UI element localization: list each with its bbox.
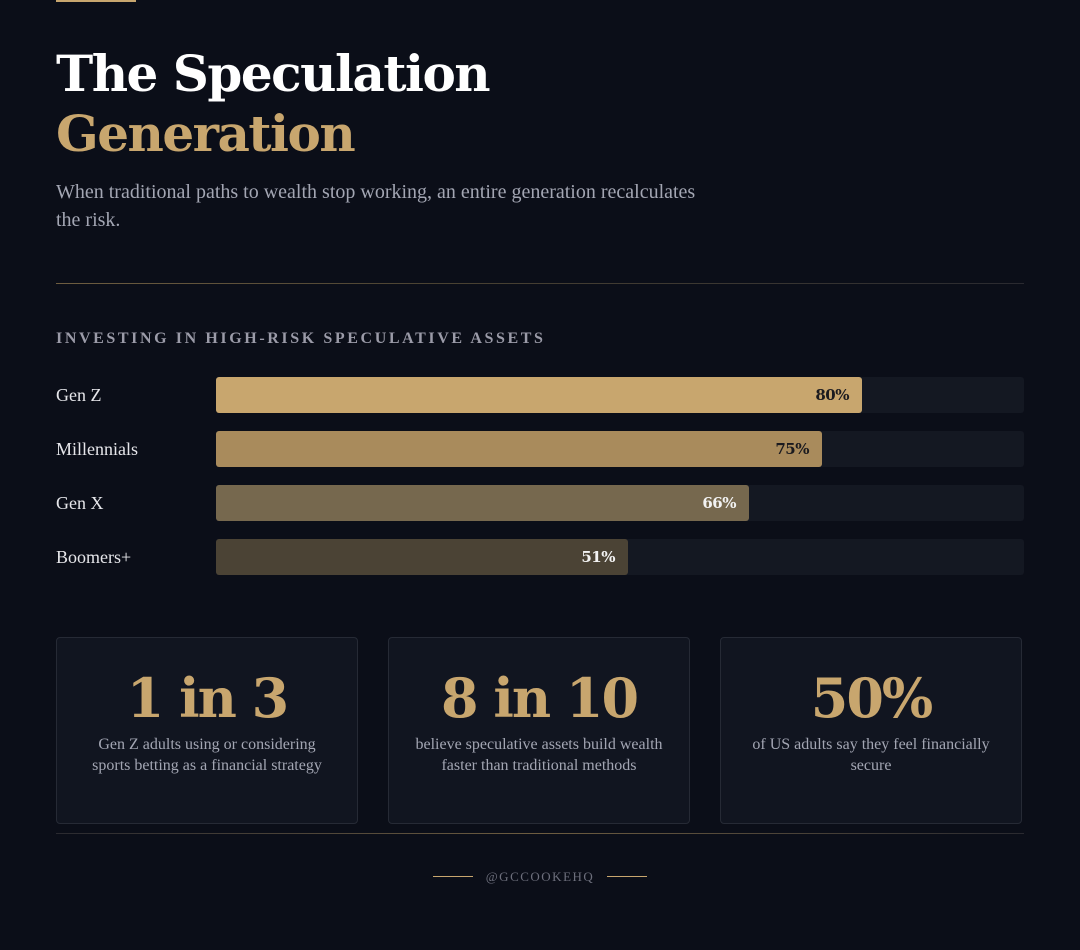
bar-track: 51% <box>216 539 1024 575</box>
stat-number: 1 in 3 <box>126 666 290 730</box>
footer-line-right <box>607 876 648 877</box>
bar-value-label: 80% <box>815 386 849 404</box>
bar-row-gen-x: Gen X 66% <box>56 485 1024 521</box>
stat-description: Gen Z adults using or considering sports… <box>92 736 322 774</box>
top-accent-bar <box>56 0 136 2</box>
footer-line-left <box>432 876 473 877</box>
section-divider <box>56 283 1024 284</box>
bar-track: 75% <box>216 431 1024 467</box>
footer-handle: @GCCOOKEHQ <box>485 868 595 884</box>
stat-card-sports-betting: 1 in 3 Gen Z adults using or considering… <box>56 637 358 824</box>
stat-card-financially-secure: 50% of US adults say they feel financial… <box>720 637 1022 824</box>
bar-category-label: Boomers+ <box>56 547 132 567</box>
footer-divider <box>56 833 1024 834</box>
bar-category-label: Gen X <box>56 493 104 513</box>
bar-category-label: Gen Z <box>56 385 102 405</box>
bar-value-label: 75% <box>775 440 809 458</box>
stat-number: 8 in 10 <box>440 666 639 730</box>
bar-fill: 80% <box>216 377 862 413</box>
footer: @GCCOOKEHQ <box>0 866 1080 886</box>
stat-description: believe speculative assets build wealth … <box>415 736 663 774</box>
stat-description: of US adults say they feel financially s… <box>752 736 990 774</box>
bar-row-boomers: Boomers+ 51% <box>56 539 1024 575</box>
bar-category-label: Millennials <box>56 439 138 459</box>
page-subtitle: When traditional paths to wealth stop wo… <box>56 181 696 231</box>
bar-track: 80% <box>216 377 1024 413</box>
chart-title: INVESTING IN HIGH-RISK SPECULATIVE ASSET… <box>56 330 546 347</box>
title-line-1: The Speculation <box>56 44 491 103</box>
page-title: The Speculation Generation <box>56 44 491 164</box>
bar-row-millennials: Millennials 75% <box>56 431 1024 467</box>
bar-fill: 75% <box>216 431 822 467</box>
bar-track: 66% <box>216 485 1024 521</box>
bar-value-label: 51% <box>581 548 615 566</box>
bar-row-gen-z: Gen Z 80% <box>56 377 1024 413</box>
stat-card-speculative-belief: 8 in 10 believe speculative assets build… <box>388 637 690 824</box>
title-line-2: Generation <box>56 104 356 163</box>
bar-value-label: 66% <box>702 494 736 512</box>
bar-fill: 51% <box>216 539 628 575</box>
bar-fill: 66% <box>216 485 749 521</box>
stat-number: 50% <box>810 666 933 730</box>
